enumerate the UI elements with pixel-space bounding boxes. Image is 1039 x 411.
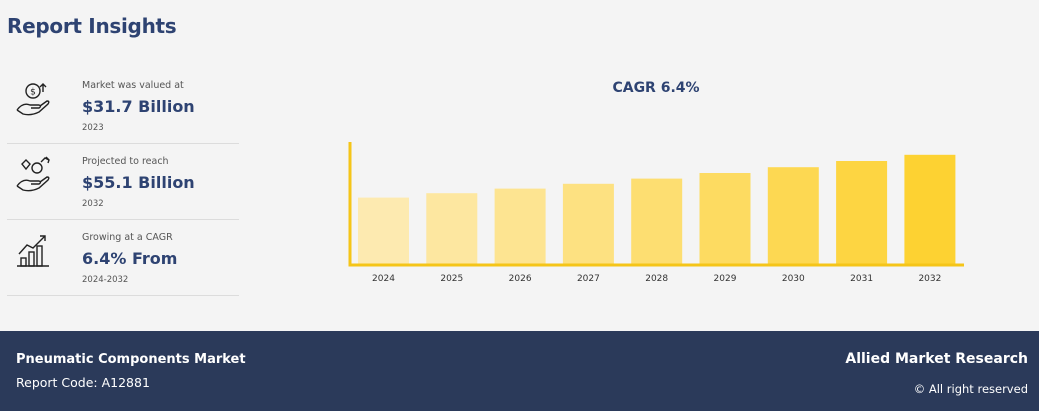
x-tick-label: 2027 [577, 274, 600, 284]
stat-value: $55.1 Billion [82, 173, 195, 192]
x-tick-label: 2030 [782, 274, 805, 284]
footer: Pneumatic Components Market Report Code:… [0, 331, 1039, 411]
x-tick-label: 2028 [645, 274, 668, 284]
stat-label: Market was valued at [82, 80, 184, 91]
page-title: Report Insights [7, 14, 177, 38]
stat-market-value: $ Market was valued at $31.7 Billion 202… [7, 68, 239, 144]
footer-market-name: Pneumatic Components Market [16, 352, 246, 367]
svg-text:$: $ [30, 88, 36, 98]
bar-2030 [767, 167, 819, 265]
bar-2024 [358, 197, 409, 265]
footer-brand: Allied Market Research [845, 351, 1028, 367]
x-tick-label: 2025 [440, 274, 463, 284]
x-tick-label: 2029 [714, 274, 737, 284]
diamond-hand-icon [16, 156, 50, 192]
chart-title: CAGR 6.4% [612, 80, 700, 96]
stat-year: 2024-2032 [82, 275, 129, 285]
stat-label: Growing at a CAGR [82, 232, 173, 243]
stat-year: 2023 [82, 123, 104, 133]
bar-2031 [836, 161, 888, 265]
bar-2028 [631, 178, 683, 265]
footer-report-code: Report Code: A12881 [16, 375, 150, 390]
bar-2026 [494, 188, 546, 265]
footer-rights: © All right reserved [913, 382, 1028, 396]
x-tick-label: 2031 [850, 274, 873, 284]
stat-projected-value: Projected to reach $55.1 Billion 2032 [7, 144, 239, 220]
bar-2027 [562, 183, 614, 265]
stat-cagr: Growing at a CAGR 6.4% From 2024-2032 [7, 220, 239, 296]
x-tick-label: 2032 [918, 274, 941, 284]
stats-panel: $ Market was valued at $31.7 Billion 202… [7, 68, 239, 296]
money-hand-icon: $ [16, 83, 50, 116]
stat-label: Projected to reach [82, 156, 169, 167]
x-tick-label: 2026 [509, 274, 532, 284]
bar-2025 [426, 193, 478, 265]
stat-year: 2032 [82, 199, 104, 209]
bar-2029 [699, 173, 751, 265]
bar-chart: 2024 2025 2026 2027 2028 2029 2030 2031 2032 [348, 142, 964, 284]
x-tick-label: 2024 [372, 274, 395, 284]
growth-chart-icon [17, 235, 49, 267]
bar-2032 [904, 154, 956, 265]
stat-value: $31.7 Billion [82, 97, 195, 116]
stat-value: 6.4% From [82, 249, 178, 268]
